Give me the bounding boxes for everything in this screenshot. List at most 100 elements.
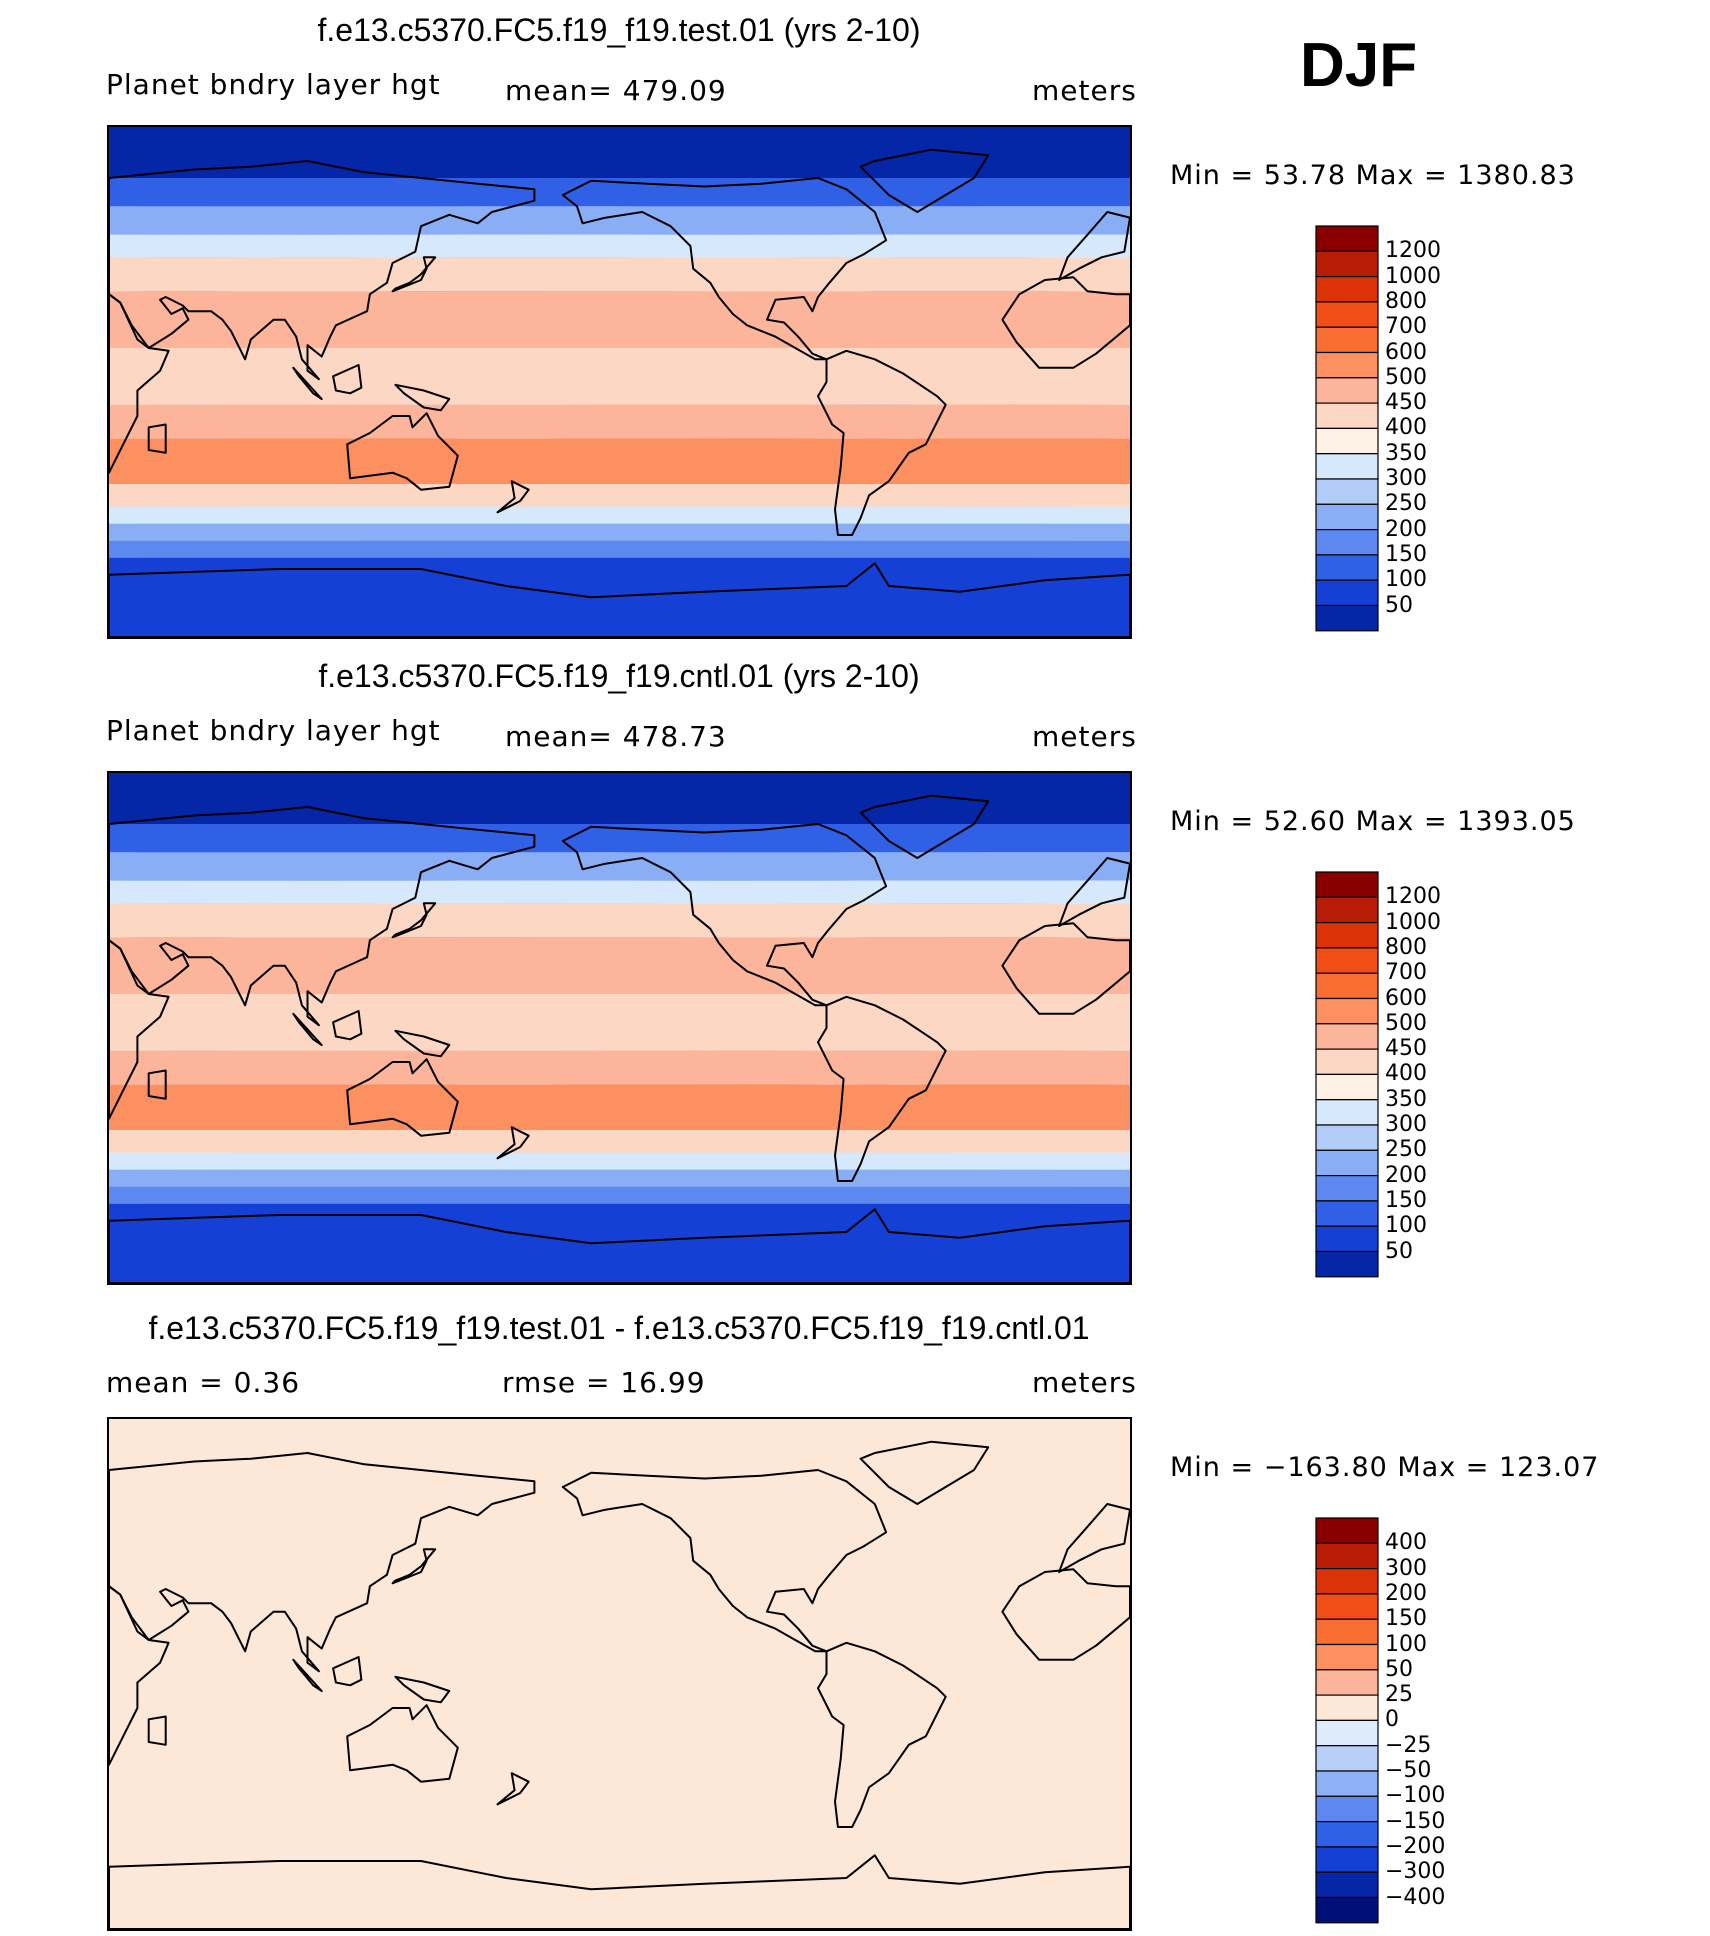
colorbar-swatch — [1315, 453, 1379, 480]
panel-title: f.e13.c5370.FC5.f19_f19.test.01 (yrs 2-1… — [317, 12, 921, 48]
field-band — [109, 994, 1130, 1051]
coastline — [332, 364, 363, 395]
coastline — [817, 995, 947, 1182]
colorbar: 400 300 200 150 100 50 25 0 −25 −50 −100 −150 −200 −3… — [1315, 1517, 1445, 1929]
colorbar-swatch — [1315, 1023, 1379, 1050]
variable-label: Planet bndry layer hgt — [106, 68, 441, 101]
colorbar: 1200 1000 800 700 600 500 450 400 350 300 250 200 15… — [1315, 871, 1441, 1283]
colorbar-swatch — [1315, 997, 1379, 1025]
coastline — [1058, 1503, 1130, 1573]
colorbar-swatch — [1315, 1871, 1379, 1899]
colorbar-level-label: 300 — [1385, 466, 1427, 491]
colorbar-swatch — [1315, 529, 1379, 556]
rmse-label: rmse = 16.99 — [502, 1366, 706, 1399]
coastline — [292, 1012, 323, 1046]
colorbar-swatch — [1315, 1821, 1379, 1848]
colorbar-swatch — [1315, 921, 1379, 949]
colorbar-swatch — [1315, 250, 1379, 278]
coastline — [394, 1029, 451, 1058]
colorbar-level-label: 50 — [1385, 592, 1413, 618]
colorbar-level-label: 350 — [1385, 1086, 1427, 1112]
colorbar-swatch — [1315, 972, 1379, 1000]
colorbar-level-label: 300 — [1385, 1555, 1427, 1581]
coastline — [1001, 922, 1130, 1015]
panel-title: f.e13.c5370.FC5.f19_f19.test.01 - f.e13.… — [148, 1310, 1090, 1346]
coastline — [561, 1469, 888, 1653]
colorbar-level-label: 200 — [1385, 1162, 1427, 1188]
colorbar-level-label: 400 — [1385, 1061, 1427, 1087]
units-label: meters — [1032, 1366, 1137, 1399]
field-band — [109, 773, 1130, 824]
coastline — [109, 1208, 1130, 1283]
colorbar-swatch — [1315, 351, 1379, 379]
colorbar-swatch — [1315, 402, 1379, 430]
field-band — [109, 127, 1130, 178]
field-band — [109, 852, 1130, 881]
variable-label: Planet bndry layer hgt — [106, 714, 441, 747]
colorbar-level-label: 800 — [1385, 288, 1427, 314]
colorbar-swatch — [1315, 275, 1379, 303]
field-background — [109, 1419, 1130, 1929]
coastline — [394, 383, 451, 412]
coastline — [859, 148, 990, 213]
field-band — [109, 484, 1130, 507]
colorbar-swatch — [1315, 1200, 1379, 1227]
colorbar-swatch — [1315, 1618, 1379, 1646]
coastline — [817, 1641, 947, 1828]
minmax-label: Min = 53.78 Max = 1380.83 — [1170, 160, 1576, 191]
field-band — [109, 438, 1130, 484]
coastline — [859, 1440, 990, 1505]
coastline — [109, 1854, 1130, 1929]
colorbar-swatch — [1315, 1795, 1379, 1823]
colorbar-swatch — [1315, 427, 1379, 455]
map-field — [109, 1419, 1130, 1929]
colorbar-level-label: −300 — [1385, 1859, 1446, 1885]
colorbar-swatch — [1315, 554, 1379, 581]
colorbar-swatch — [1315, 503, 1379, 531]
colorbar-level-label: 1000 — [1385, 909, 1441, 935]
colorbar-swatch — [1315, 1669, 1379, 1696]
colorbar-level-label: 1200 — [1385, 884, 1441, 910]
colorbar-swatch — [1315, 1719, 1379, 1747]
coastline — [147, 1069, 167, 1100]
colorbar-level-label: 600 — [1385, 339, 1427, 365]
colorbar-level-label: 150 — [1385, 1187, 1427, 1213]
colorbar-swatch — [1315, 377, 1379, 404]
coastline — [109, 806, 536, 1027]
coastline — [109, 160, 536, 381]
coastline — [109, 1452, 536, 1673]
field-band — [109, 348, 1130, 405]
colorbar-swatch — [1315, 1124, 1379, 1151]
map-field — [109, 127, 1130, 637]
colorbar-level-label: 600 — [1385, 985, 1427, 1011]
field-band — [109, 1152, 1130, 1170]
colorbar-level-label: 100 — [1385, 1213, 1427, 1239]
coastline — [292, 366, 323, 400]
colorbar: 1200 1000 800 700 600 500 450 400 350 300 250 200 15… — [1315, 225, 1441, 637]
colorbar-level-label: −25 — [1385, 1732, 1432, 1758]
coastline — [346, 1058, 459, 1137]
coastline — [346, 412, 459, 491]
minmax-label: Min = −163.80 Max = 123.07 — [1170, 1452, 1600, 1483]
colorbar-swatch — [1315, 579, 1379, 607]
coastline — [496, 1126, 530, 1160]
colorbar-swatch — [1315, 1225, 1379, 1253]
field-band — [109, 1050, 1130, 1085]
coastline — [109, 562, 1130, 637]
panel-title: f.e13.c5370.FC5.f19_f19.cntl.01 (yrs 2-1… — [318, 658, 920, 694]
coastline — [332, 1656, 363, 1687]
colorbar-swatch — [1315, 1770, 1379, 1797]
colorbar-level-label: 50 — [1385, 1238, 1413, 1264]
antarctic-region — [109, 1232, 1130, 1283]
field-band — [109, 404, 1130, 439]
colorbar-swatch — [1315, 871, 1379, 898]
colorbar-level-label: 700 — [1385, 960, 1427, 986]
map-field — [109, 773, 1130, 1283]
colorbar-level-label: 800 — [1385, 934, 1427, 960]
coastline — [561, 177, 888, 361]
colorbar-level-label: 500 — [1385, 1010, 1427, 1036]
coastline — [391, 256, 437, 293]
field-band — [109, 540, 1130, 558]
coastline — [292, 1658, 323, 1692]
coastline — [1058, 857, 1130, 927]
